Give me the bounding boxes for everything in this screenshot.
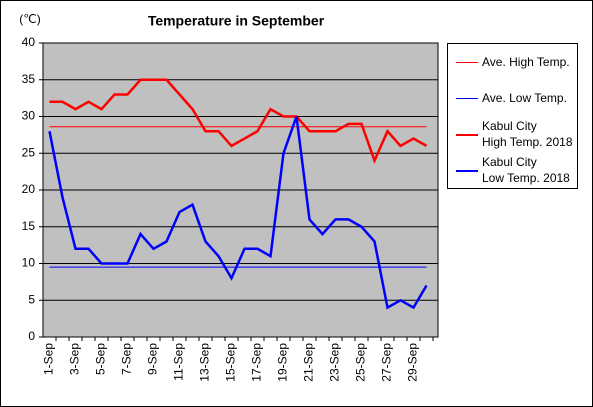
- legend-swatch: [456, 134, 478, 136]
- series-line: [49, 78, 428, 164]
- x-tick-label: 21-Sep: [302, 343, 316, 382]
- x-tick-label: 7-Sep: [120, 343, 134, 375]
- legend-item: Kabul City High Temp. 2018: [448, 116, 577, 152]
- x-tick-label: 5-Sep: [94, 343, 108, 375]
- x-tick-label: 15-Sep: [224, 343, 238, 382]
- y-tick-label: 10: [22, 256, 36, 270]
- x-tick-label: 9-Sep: [146, 343, 160, 375]
- y-tick-label: 0: [28, 329, 35, 343]
- y-tick-label: 5: [28, 292, 35, 306]
- legend: Ave. High Temp. Ave. Low Temp. Kabul City …: [447, 43, 578, 189]
- x-tick-label: 19-Sep: [276, 343, 290, 382]
- plot-border: [42, 42, 439, 338]
- legend-label: Ave. High Temp.: [482, 55, 570, 69]
- x-tick-label: 17-Sep: [250, 343, 264, 382]
- x-tick-label: 23-Sep: [328, 343, 342, 382]
- x-tick-label: 29-Sep: [406, 343, 420, 382]
- y-tick-label: 25: [22, 145, 36, 159]
- x-tick-label: 27-Sep: [380, 343, 394, 382]
- legend-item: Ave. Low Temp.: [448, 80, 577, 116]
- x-tick-label: 25-Sep: [354, 343, 368, 382]
- legend-label: Kabul City Low Temp. 2018: [482, 155, 570, 185]
- y-tick-label: 40: [22, 35, 36, 49]
- legend-item: Kabul City Low Temp. 2018: [448, 152, 577, 188]
- legend-swatch: [456, 62, 478, 63]
- legend-swatch: [456, 170, 478, 172]
- legend-label: Ave. Low Temp.: [482, 91, 567, 105]
- chart-title: Temperature in September: [148, 13, 325, 29]
- series-line: [48, 116, 428, 310]
- legend-label: Kabul City High Temp. 2018: [482, 119, 573, 149]
- y-tick-label: 15: [22, 219, 36, 233]
- y-tick-label: 20: [22, 182, 36, 196]
- x-tick-label: 13-Sep: [198, 343, 212, 382]
- y-axis-label: (℃): [19, 12, 40, 26]
- y-tick-label: 30: [22, 109, 36, 123]
- x-tick-label: 3-Sep: [68, 343, 82, 375]
- y-tick-label: 35: [22, 72, 36, 86]
- legend-item: Ave. High Temp.: [448, 44, 577, 80]
- x-tick-label: 11-Sep: [172, 343, 186, 381]
- legend-swatch: [456, 98, 478, 99]
- x-tick-label: 1-Sep: [42, 343, 56, 375]
